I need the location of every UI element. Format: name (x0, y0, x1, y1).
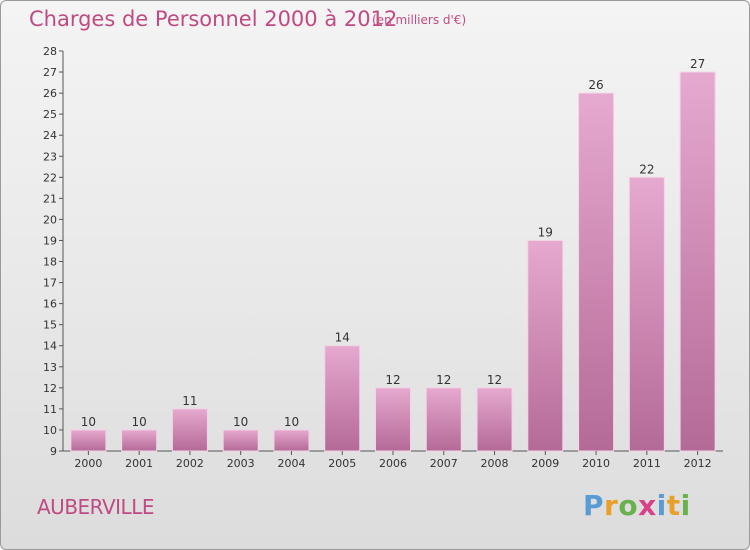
y-tick-label: 14 (43, 340, 57, 353)
x-tick-label: 2005 (328, 457, 356, 470)
x-tick-label: 2002 (176, 457, 204, 470)
bar (578, 92, 615, 452)
bar (70, 429, 107, 452)
bar-value-label: 10 (233, 415, 248, 429)
bar (628, 176, 665, 452)
y-tick-label: 21 (43, 192, 57, 205)
y-tick-label: 26 (43, 87, 57, 100)
bar (527, 239, 564, 452)
x-tick-label: 2006 (379, 457, 407, 470)
y-tick-label: 10 (43, 424, 57, 437)
y-tick-label: 22 (43, 171, 57, 184)
bar (273, 429, 310, 452)
commune-name: AUBERVILLE (37, 495, 154, 519)
bar-value-label: 10 (284, 415, 299, 429)
bar-value-label: 12 (436, 373, 451, 387)
bar-value-label: 12 (487, 373, 502, 387)
bar-value-label: 12 (385, 373, 400, 387)
x-tick-label: 2010 (582, 457, 610, 470)
x-tick-label: 2012 (684, 457, 712, 470)
bar (222, 429, 259, 452)
y-tick-label: 9 (50, 445, 57, 458)
x-tick-label: 2003 (227, 457, 255, 470)
y-tick-label: 28 (43, 45, 57, 58)
bar (375, 387, 411, 452)
y-tick-label: 17 (43, 277, 57, 290)
y-tick-label: 25 (43, 108, 57, 121)
y-tick-label: 11 (43, 403, 57, 416)
bar (425, 387, 462, 452)
bar-value-label: 10 (132, 415, 147, 429)
bar-value-label: 14 (335, 331, 350, 345)
x-tick-label: 2008 (481, 457, 509, 470)
y-tick-label: 12 (43, 382, 57, 395)
y-tick-label: 16 (43, 298, 57, 311)
bar-value-label: 26 (588, 78, 603, 92)
bar (171, 408, 208, 452)
bar-value-label: 11 (182, 394, 197, 408)
x-tick-label: 2000 (74, 457, 102, 470)
bar-value-label: 27 (690, 57, 705, 71)
x-tick-label: 2009 (531, 457, 559, 470)
x-tick-label: 2011 (633, 457, 661, 470)
y-tick-label: 24 (43, 129, 57, 142)
bar-value-label: 19 (538, 225, 553, 239)
y-tick-label: 20 (43, 213, 57, 226)
bar (476, 387, 513, 452)
chart-title: Charges de Personnel 2000 à 2012 (29, 7, 398, 31)
y-tick-label: 18 (43, 256, 57, 269)
y-tick-label: 13 (43, 361, 57, 374)
x-tick-label: 2001 (125, 457, 153, 470)
bar (679, 71, 716, 452)
y-tick-label: 15 (43, 319, 57, 332)
proxiti-logo: Proxiti (583, 489, 691, 522)
x-tick-label: 2007 (430, 457, 458, 470)
chart-subtitle: (en milliers d'€) (372, 13, 467, 27)
bar (121, 429, 158, 452)
y-tick-label: 23 (43, 150, 57, 163)
bar-value-label: 22 (639, 162, 654, 176)
bar (324, 345, 361, 452)
bar-value-label: 10 (81, 415, 96, 429)
y-tick-label: 19 (43, 234, 57, 247)
x-tick-label: 2004 (277, 457, 305, 470)
y-tick-label: 27 (43, 66, 57, 79)
